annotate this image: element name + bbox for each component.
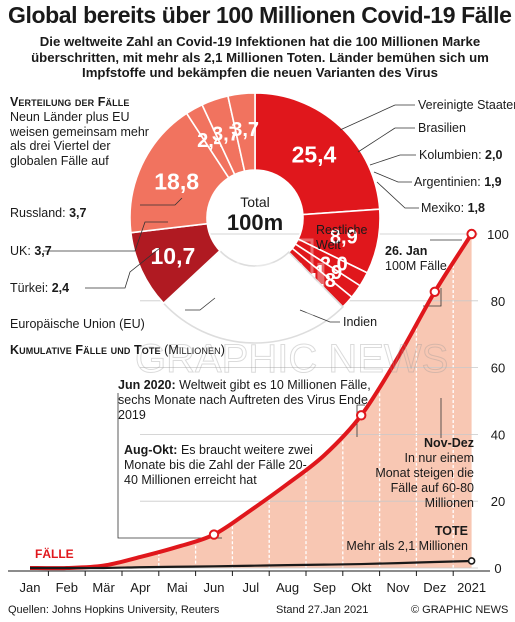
x-tick-label: Jan (20, 580, 41, 595)
leader-lines (43, 104, 462, 539)
y-tick-label: 100 (487, 227, 509, 242)
cases-line (29, 228, 477, 571)
note-augokt: Aug-Okt: Es braucht weitere zwei Monate … (124, 443, 313, 487)
leader-novdez-b (423, 288, 442, 307)
label-uk: UK: 3,7 (10, 244, 52, 258)
leader-eu (185, 297, 216, 311)
cases-marker (356, 410, 367, 421)
footer-copyright: © GRAPHIC NEWS (411, 604, 509, 616)
x-tick-label: Feb (56, 580, 78, 595)
distribution-heading: Verteilung der Fälle (10, 95, 130, 109)
x-tick-label: Nov (386, 580, 410, 595)
leader-kolumbien (369, 154, 416, 166)
note-novdez: Nov-Dez In nur einem Monat steigen die Fä… (375, 436, 474, 510)
deaths-marker (467, 557, 476, 565)
pie-slice-restliche-welt (162, 249, 344, 344)
y-tick-label: 60 (491, 361, 505, 376)
pie-chart: 25,48,92,01,91,810,718,82,43,73,7 (129, 92, 381, 344)
label-indien: Indien (343, 315, 378, 329)
cases-marker (429, 286, 440, 297)
cases-area (30, 234, 472, 568)
pie-slice-europäische-union-eu- (129, 112, 230, 234)
pie-value-brasilien: 8,9 (330, 226, 358, 248)
x-tick-label: Mai (167, 580, 188, 595)
leader-mexiko (376, 181, 419, 209)
footer-date: Stand 27.Jan 2021 (276, 604, 369, 616)
x-tick-label: Jun (204, 580, 225, 595)
leader-russland (140, 197, 183, 206)
y-tick-label: 20 (491, 494, 505, 509)
label-kolumbien: Kolumbien: 2,0 (419, 148, 503, 162)
watermark-text: GRAPHIC NEWS (135, 337, 448, 381)
distribution-description: Neun Länder plus EU weisen gemeinsam meh… (10, 110, 149, 168)
label-tuerkei: Türkei: 2,4 (10, 281, 70, 295)
label-mexiko: Mexiko: 1,8 (421, 201, 485, 215)
label-argentinien: Argentinien: 1,9 (414, 175, 502, 189)
note-tote: TOTE Mehr als 2,1 Millionen (346, 524, 468, 553)
page-title: Global bereits über 100 Millionen Covid-… (8, 2, 512, 28)
label-usa: Vereinigte Staaten (418, 98, 515, 112)
label-eu: Europäische Union (EU) (10, 317, 145, 331)
pie-rest-label: Restliche Welt (316, 223, 368, 252)
cases-marker (466, 228, 477, 240)
x-tick-label: Apr (130, 580, 151, 595)
leader-jun (356, 404, 365, 437)
cases-series-line (29, 232, 474, 571)
x-tick-label: Mär (92, 580, 115, 595)
leader-augokt (117, 393, 222, 539)
x-tick-label: Okt (351, 580, 372, 595)
pie-slice-vereinigte-staaten (254, 92, 381, 216)
x-tick-label: Dez (423, 580, 446, 595)
y-tick-label: 0 (494, 561, 501, 576)
cases-area-fill (30, 234, 472, 568)
axes: Jan Feb Mär Apr Mai Jun Jul Aug Sep Okt Nov Dez 2021… (8, 227, 509, 595)
pie-value-vereinigte-staaten: 25,4 (292, 142, 337, 168)
leader-brasilien (357, 127, 396, 153)
pie-value-russland: 3,7 (231, 119, 259, 141)
deaths-series-line (30, 559, 472, 570)
cases-series-label: FÄLLE (33, 547, 76, 561)
leader-argentinien (373, 171, 412, 183)
x-tick-label: Sep (313, 580, 336, 595)
note-jan26: 26. Jan 100M Fälle (385, 244, 447, 273)
x-tick-label: Aug (276, 580, 299, 595)
watermark-logo: GN GRAPHIC NEWS (135, 238, 449, 382)
pie-slice-russland (226, 92, 256, 173)
pie-center-value: 100m (226, 210, 284, 235)
pie-center-label: Total (240, 194, 270, 210)
cumulative-heading: Kumulative Fälle und Tote (Millionen) (10, 343, 225, 357)
page-subtitle: Die weltweite Zahl an Covid-19 Infektion… (31, 34, 489, 80)
footer-sources: Quellen: Johns Hopkins University, Reute… (8, 604, 220, 616)
cases-marker (208, 529, 220, 540)
note-jun2020: Jun 2020: Weltweit gibt es 10 Millionen … (118, 378, 371, 422)
x-tick-label: Jul (242, 580, 259, 595)
leader-uk (43, 221, 168, 252)
y-tick-label: 40 (491, 427, 505, 442)
pie-value-europäische-union-eu-: 18,8 (154, 168, 199, 194)
svg-text:GN: GN (247, 252, 328, 312)
leader-tuerkei (85, 247, 161, 289)
label-brasilien: Brasilien (418, 121, 466, 135)
leader-indien (299, 309, 340, 323)
label-russland: Russland: 3,7 (10, 206, 87, 220)
pie-value-indien: 10,7 (151, 243, 196, 269)
x-tick-label: 2021 (457, 580, 486, 595)
y-tick-label: 80 (491, 294, 505, 309)
leader-usa (339, 104, 396, 131)
pie-value-uk: 3,7 (212, 123, 240, 145)
